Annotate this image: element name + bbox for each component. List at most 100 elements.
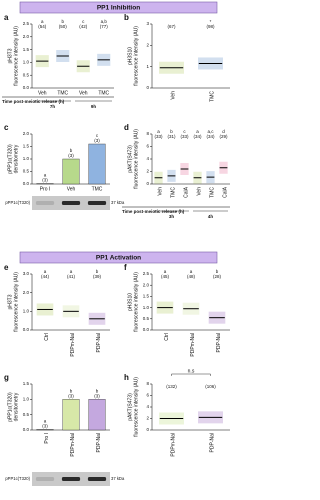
group-count: (3) [42,424,48,429]
y-tick-label: 0.5 [23,72,30,77]
group-letter: a [157,129,160,134]
group-count: (29) [219,134,228,139]
x-tick-label: PDP-Nal [96,433,102,452]
blot-band [61,201,81,205]
time-group: 9h [91,104,97,109]
bar [36,429,54,431]
time-label: Time post-meiotic release (h) [122,209,185,214]
y-tick-label: 1.0 [23,309,30,314]
panel-letter: a [4,13,9,22]
group-count: (98) [206,24,215,29]
panel-letter: d [124,123,129,132]
y-axis-label: pH3T3 [7,48,13,63]
x-tick-label: CalA [222,186,228,198]
y-tick-label: 2 [146,169,149,174]
group-count: (41) [67,274,76,279]
y-tick-label: 1.0 [23,60,30,65]
x-tick-label: PDP-Nal [216,333,222,352]
blot-band [87,477,107,481]
x-tick-label: Veh [157,187,163,196]
x-tick-label: Veh [67,186,76,192]
group-letter: b [216,269,219,274]
y-tick-label: 1 [146,64,149,69]
panel-letter: c [4,123,9,132]
y-tick-label: 1.5 [143,294,150,299]
group-letter: a [41,19,44,24]
y-tick-label: 8 [146,381,149,386]
group-count: (3) [94,394,100,399]
group-letter: c [82,19,85,24]
y-tick-label: 6 [146,393,149,398]
group-letter: a,c [207,129,214,134]
bar [88,143,106,185]
panel-letter: b [124,13,129,22]
group-letter: c [96,133,99,138]
group-count: (39) [93,274,102,279]
group-count: (54) [38,24,47,29]
y-tick-label: 2.5 [143,271,150,276]
y-tick-label: 0.0 [23,327,30,332]
group-count: (34) [206,134,215,139]
group-count: (34) [193,134,202,139]
y-axis-label: fluorescence intensity (AU) [133,272,139,332]
group-count: (31) [167,134,176,139]
blot-label: pPP1c(T320) [5,200,30,205]
y-axis-label: fluorescence intensity (AU) [13,26,19,86]
comparison-bracket [171,373,211,376]
group-letter: b [70,389,73,394]
section-header: PP1 Inhibition [97,5,140,12]
x-tick-label: TMC [98,90,109,96]
group-letter: b [70,148,73,153]
x-tick-label: Veh [196,187,202,196]
group-letter: b [96,269,99,274]
group-count: (42) [79,24,88,29]
x-tick-label: PDPm-Nal [70,333,76,357]
group-count: (28) [213,274,222,279]
y-axis-label: pPP1c(T320) [7,144,13,174]
x-tick-label: PDP-Nal [96,333,102,352]
blot-band [35,201,55,205]
y-axis-label: pH3T3 [7,294,13,309]
y-axis-label: fluorescence intensity (AU) [13,272,19,332]
y-tick-label: 0.0 [23,181,30,186]
x-tick-label: Veh [170,91,176,100]
x-tick-label: PDP-Nal [209,433,215,452]
x-tick-label: Veh [38,90,47,96]
group-count: (33) [180,134,189,139]
group-letter: a [44,269,47,274]
group-count: (3) [68,153,74,158]
y-tick-label: 1.5 [23,47,30,52]
panel-letter: e [4,263,9,272]
blot-band [87,201,107,205]
blot-band [61,477,81,481]
group-letter: * [210,19,212,24]
y-axis-label: pH3S10 [127,293,133,311]
section-header: PP1 Activation [96,255,141,262]
group-count: (132) [166,384,177,389]
time-group: 4h [208,214,214,219]
group-letter: d [222,129,225,134]
x-tick-label: PDPm-Nal [70,433,76,457]
y-tick-label: 6 [146,144,149,149]
time-label: Time post-meiotic release (h) [2,99,65,104]
group-count: (77) [100,24,109,29]
bar [36,183,54,185]
time-group: 3h [169,214,175,219]
y-axis-label: pH3S10 [127,47,133,65]
y-axis-label: pAKT(S473) [127,393,133,421]
x-tick-label: TMC [209,187,215,198]
comparison-label: n.s [188,368,195,374]
group-count: (50) [59,24,68,29]
y-axis-label: pPP1c(T320) [7,392,13,422]
bar [88,399,106,431]
y-tick-label: 3.0 [23,271,30,276]
panel-letter: g [4,373,9,382]
y-axis-label: fluorescence intensity (AU) [133,377,139,437]
x-tick-label: Pro I [40,186,51,192]
y-tick-label: 2.0 [143,282,150,287]
y-tick-label: 0.0 [23,85,30,90]
group-letter: a [44,419,47,424]
group-letter: a [44,173,47,178]
time-group: 7h [50,104,56,109]
group-letter: a [164,269,167,274]
